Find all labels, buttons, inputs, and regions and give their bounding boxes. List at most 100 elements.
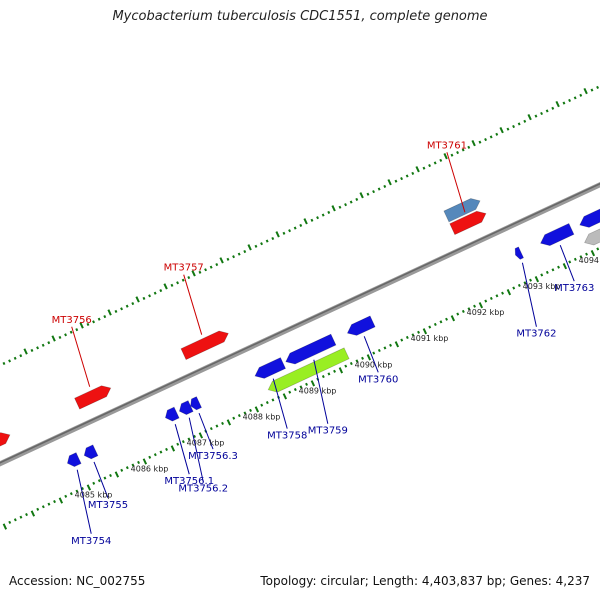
- tick-bottom: [2, 523, 8, 530]
- tick-top: [282, 231, 286, 235]
- gene-g9: [178, 400, 194, 415]
- tick-bottom: [271, 398, 275, 402]
- tick-top: [327, 210, 331, 215]
- tick-bottom: [47, 502, 51, 506]
- tick-bottom: [299, 385, 303, 389]
- tick-top: [461, 148, 465, 152]
- kbp-label: 4093 kbp: [523, 282, 561, 291]
- tick-bottom: [30, 510, 36, 517]
- tick-bottom: [501, 291, 504, 295]
- leader-g16: [559, 244, 575, 282]
- tick-bottom: [579, 255, 583, 259]
- tick-bottom: [265, 401, 269, 405]
- map-title: Mycobacterium tuberculosis CDC1551, comp…: [112, 9, 488, 24]
- tick-bottom: [215, 424, 219, 428]
- tick-top: [377, 187, 381, 191]
- forward-scale-ticks: [2, 85, 600, 366]
- tick-top: [534, 114, 538, 118]
- tick-top: [64, 333, 68, 337]
- tick-top: [107, 309, 112, 316]
- tick-bottom: [181, 440, 185, 444]
- gene-label-g10: MT3756.3: [188, 451, 238, 462]
- tick-top: [191, 270, 196, 277]
- tick-top: [456, 151, 460, 155]
- tick-top: [495, 132, 499, 136]
- tick-bottom: [221, 421, 224, 425]
- gene-g16: [540, 223, 575, 246]
- tick-bottom: [260, 403, 264, 407]
- tick-top: [359, 192, 364, 199]
- tick-top: [237, 252, 241, 256]
- tick-bottom: [349, 361, 353, 366]
- tick-bottom: [321, 374, 325, 379]
- tick-bottom: [165, 447, 168, 452]
- gene-label-g13: MT3760: [358, 374, 398, 385]
- tick-bottom: [327, 372, 331, 376]
- tick-bottom: [288, 390, 292, 394]
- tick-bottom: [562, 263, 568, 270]
- tick-top: [405, 174, 409, 178]
- tick-bottom: [417, 330, 420, 334]
- tick-bottom: [293, 388, 297, 392]
- kbp-label: 4085 kbp: [75, 490, 113, 499]
- tick-top: [13, 356, 17, 360]
- gene-label-g7: MT3755: [88, 500, 128, 511]
- kbp-label: 4091 kbp: [411, 334, 449, 343]
- tick-bottom: [545, 270, 549, 274]
- tick-bottom: [19, 515, 23, 519]
- tick-top: [422, 166, 426, 170]
- accession-text: Accession: NC_002755: [9, 574, 146, 588]
- tick-top: [226, 257, 230, 261]
- tick-top: [41, 343, 45, 347]
- tick-bottom: [159, 450, 163, 454]
- tick-top: [204, 268, 208, 272]
- tick-bottom: [305, 382, 308, 386]
- leader-g9: [188, 417, 204, 482]
- leader-g4: [446, 152, 466, 213]
- tick-top: [310, 218, 314, 222]
- tick-top: [355, 197, 359, 201]
- tick-top: [97, 317, 101, 321]
- gene-g18: [584, 228, 600, 246]
- tick-bottom: [8, 520, 12, 524]
- gene-g15: [514, 246, 525, 260]
- tick-bottom: [551, 268, 555, 272]
- tick-bottom: [75, 489, 79, 493]
- tick-top: [275, 231, 280, 238]
- leader-g7: [93, 461, 109, 499]
- tick-bottom: [131, 463, 135, 467]
- tick-bottom: [187, 437, 191, 441]
- tick-top: [69, 330, 73, 334]
- tick-top: [489, 135, 493, 139]
- tick-bottom: [226, 419, 232, 426]
- tick-bottom: [461, 309, 465, 313]
- tick-top: [540, 111, 544, 116]
- gene-g5: [443, 198, 481, 223]
- tick-top: [303, 218, 308, 225]
- leader-g13: [363, 336, 379, 373]
- tick-bottom: [557, 265, 560, 269]
- tick-bottom: [377, 348, 381, 353]
- tick-bottom: [193, 434, 196, 438]
- tick-bottom: [254, 406, 260, 413]
- tick-top: [299, 223, 303, 228]
- tick-bottom: [333, 369, 336, 373]
- tick-top: [372, 190, 376, 194]
- leader-g11: [272, 378, 288, 429]
- tick-bottom: [534, 276, 540, 283]
- tick-top: [254, 244, 258, 248]
- tick-bottom: [53, 499, 56, 504]
- tick-top: [79, 322, 84, 329]
- tick-top: [163, 283, 168, 290]
- tick-bottom: [361, 356, 364, 360]
- tick-top: [176, 281, 180, 285]
- tick-bottom: [405, 335, 409, 340]
- kbp-label: 4092 kbp: [467, 308, 505, 317]
- tick-top: [484, 137, 488, 142]
- tick-top: [506, 127, 510, 131]
- tick-bottom: [13, 518, 17, 522]
- tick-top: [433, 161, 437, 165]
- gene-label-g12: MT3759: [308, 426, 348, 437]
- tick-top: [260, 242, 264, 246]
